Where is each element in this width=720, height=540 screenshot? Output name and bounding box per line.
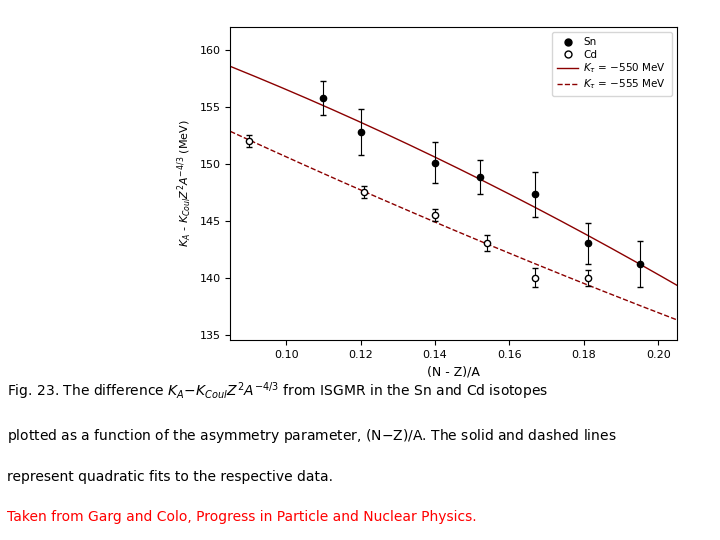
Y-axis label: $K_A$ - $K_{Coul}Z^2A^{-4/3}$ (MeV): $K_A$ - $K_{Coul}Z^2A^{-4/3}$ (MeV) [176,120,194,247]
Legend: Sn, Cd, $K_\tau$ = $-$550 MeV, $K_\tau$ = $-$555 MeV: Sn, Cd, $K_\tau$ = $-$550 MeV, $K_\tau$ … [552,32,672,97]
Text: Taken from Garg and Colo, Progress in Particle and Nuclear Physics.: Taken from Garg and Colo, Progress in Pa… [7,510,477,524]
Text: Fig. 23. The difference $K_A$$-$$K_{Coul}$$Z^2$$A^{-4/3}$ from ISGMR in the Sn a: Fig. 23. The difference $K_A$$-$$K_{Coul… [7,381,549,402]
Text: plotted as a function of the asymmetry parameter, (N$-$Z)/A. The solid and dashe: plotted as a function of the asymmetry p… [7,427,617,444]
X-axis label: (N - Z)/A: (N - Z)/A [427,366,480,379]
Text: represent quadratic fits to the respective data.: represent quadratic fits to the respecti… [7,470,333,484]
